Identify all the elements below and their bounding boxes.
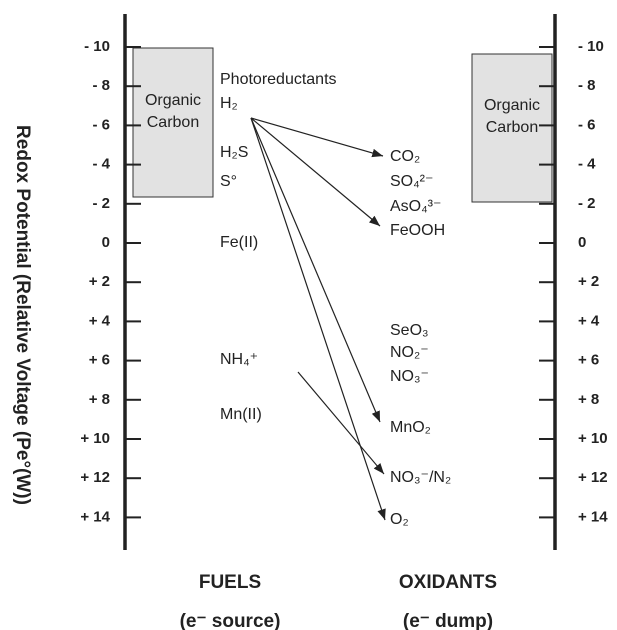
fuel-label: Mn(II) [220, 406, 262, 423]
box-label: Organic [145, 92, 201, 109]
oxidant-label: FeOOH [390, 222, 445, 239]
fuel-label: H₂S [220, 144, 248, 161]
tick-label: 0 [578, 234, 586, 251]
arrow [250, 117, 381, 423]
arrows [250, 117, 386, 521]
oxidant-label: O₂ [390, 511, 409, 528]
tick-label: 0 [102, 234, 110, 251]
tick-label: - 4 [92, 156, 110, 173]
box-label: Carbon [486, 119, 538, 136]
oxidants-sub: (e⁻ dump) [403, 611, 493, 630]
fuels-sub: (e⁻ source) [180, 611, 281, 630]
organic-box [471, 53, 553, 203]
tick-label: + 10 [578, 430, 608, 447]
fuel-label: Fe(II) [220, 234, 258, 251]
tick-label: + 14 [80, 508, 110, 525]
tick-label: + 6 [578, 352, 599, 369]
tick-label: + 4 [578, 312, 600, 329]
tick-label: - 8 [92, 77, 110, 94]
fuel-label: Photoreductants [220, 71, 337, 88]
tick-label: + 12 [578, 469, 608, 486]
fuels-title: FUELS [199, 572, 261, 593]
arrow [250, 117, 386, 521]
axis-label: Redox Potential (Relative Voltage (Pe°(W… [12, 125, 33, 505]
fuel-label: NH₄⁺ [220, 351, 258, 368]
tick-label: + 4 [89, 312, 111, 329]
tick-label: + 8 [89, 391, 110, 408]
oxidants-title: OXIDANTS [399, 572, 497, 593]
tick-label: + 8 [578, 391, 599, 408]
tick-label: - 4 [578, 156, 596, 173]
tick-label: - 6 [578, 116, 596, 133]
oxidant-label: SeO₃ [390, 322, 429, 339]
tick-label: + 14 [578, 508, 608, 525]
tick-label: + 6 [89, 352, 110, 369]
oxidant-label: AsO₄³⁻ [390, 198, 441, 215]
tick-label: + 2 [89, 273, 110, 290]
tick-label: + 12 [80, 469, 110, 486]
tick-label: - 10 [84, 38, 110, 55]
arrow [250, 117, 384, 158]
tick-label: + 10 [80, 430, 110, 447]
fuel-label: H₂ [220, 95, 238, 112]
tick-label: + 2 [578, 273, 599, 290]
box-label: Carbon [147, 114, 199, 131]
box-label: Organic [484, 97, 540, 114]
arrow [250, 117, 381, 227]
fuel-label: S° [220, 173, 237, 190]
oxidant-label: NO₂⁻ [390, 344, 429, 361]
arrow [297, 371, 385, 475]
oxidant-label: SO₄²⁻ [390, 173, 433, 190]
tick-label: - 2 [92, 195, 110, 212]
tick-label: - 10 [578, 38, 604, 55]
oxidant-label: NO₃⁻/N₂ [390, 469, 451, 486]
oxidant-label: NO₃⁻ [390, 368, 429, 385]
oxidant-label: MnO₂ [390, 419, 431, 436]
tick-label: - 2 [578, 195, 596, 212]
organic-box [132, 47, 214, 198]
tick-label: - 6 [92, 116, 110, 133]
oxidant-label: CO₂ [390, 148, 420, 165]
tick-label: - 8 [578, 77, 596, 94]
